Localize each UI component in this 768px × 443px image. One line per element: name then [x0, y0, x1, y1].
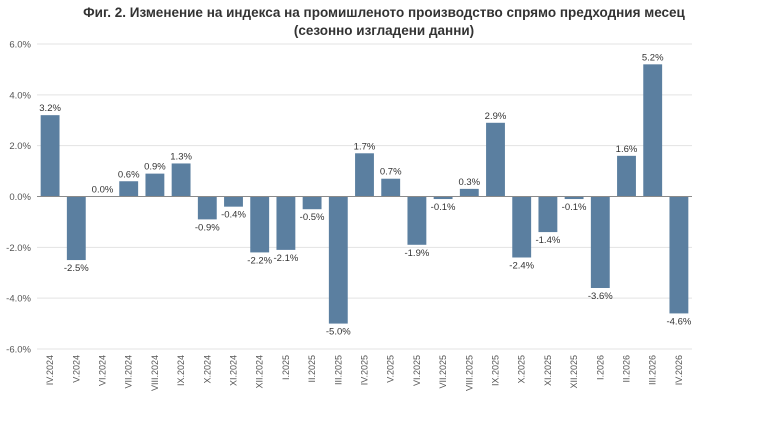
x-tick-label: XII.2024 [255, 355, 265, 389]
x-tick-label: X.2024 [202, 355, 212, 384]
bar [145, 173, 165, 197]
data-label: -0.1% [562, 202, 587, 213]
y-tick-label: 4.0% [9, 90, 31, 101]
x-tick-label: III.2025 [333, 355, 343, 385]
x-tick-label: XI.2025 [543, 355, 553, 386]
data-label: 1.7% [354, 141, 376, 152]
bar [512, 196, 532, 258]
x-tick-label: IV.2025 [360, 355, 370, 385]
data-label: -2.1% [273, 253, 298, 264]
y-axis: 6.0% 4.0% 2.0% 0.0% -2.0% -4.0% -6.0% [6, 40, 31, 356]
x-tick-label: V.2025 [386, 355, 396, 383]
bar [617, 155, 636, 197]
data-label: 5.2% [642, 52, 664, 63]
data-label: -5.0% [326, 327, 351, 338]
data-label: -1.4% [535, 235, 560, 246]
y-tick-label: -2.0% [6, 243, 31, 254]
x-tick-label: I.2026 [595, 355, 605, 380]
bar [564, 196, 584, 200]
y-tick-label: -4.0% [6, 294, 31, 305]
gridlines [37, 43, 692, 350]
data-label: 0.6% [118, 169, 140, 180]
data-labels: 3.2% -2.5% 0.0% 0.6% 0.9% 1.3% -0.9%-0.4% -2.2%… [39, 52, 692, 337]
bars [40, 64, 689, 324]
data-label: -2.2% [247, 255, 272, 266]
x-tick-label: XI.2024 [229, 355, 239, 386]
bar [433, 196, 453, 200]
bar [276, 196, 296, 250]
data-label: -0.9% [195, 222, 220, 233]
y-tick-label: -6.0% [6, 345, 31, 356]
data-label: 0.0% [92, 185, 114, 196]
bar [643, 64, 663, 197]
x-tick-label: I.2025 [281, 355, 291, 380]
x-tick-label: VIII.2024 [150, 355, 160, 391]
x-tick-label: VI.2024 [98, 355, 108, 386]
data-label: 1.6% [616, 144, 638, 155]
x-tick-label: VIII.2025 [464, 355, 474, 391]
chart-title: Фиг. 2. Изменение на индекса на промишле… [83, 5, 685, 20]
bar [486, 122, 505, 197]
x-tick-label: II.2025 [307, 355, 317, 383]
data-label: 1.3% [170, 151, 192, 162]
bar [224, 196, 243, 207]
x-tick-label: IX.2024 [176, 355, 186, 386]
x-tick-label: X.2025 [517, 355, 527, 384]
y-tick-label: 0.0% [9, 192, 31, 203]
data-label: 0.7% [380, 167, 402, 178]
bar [302, 196, 322, 210]
y-tick-label: 2.0% [9, 141, 31, 152]
bar [538, 196, 558, 233]
bar [171, 163, 191, 197]
data-label: 0.9% [144, 162, 166, 173]
chart-subtitle: (сезонно изгладени данни) [293, 23, 475, 38]
bar [669, 196, 689, 314]
data-label: 3.2% [39, 103, 61, 114]
x-tick-label: IV.2024 [45, 355, 55, 385]
data-label: -2.5% [64, 263, 89, 274]
data-label: 2.9% [485, 111, 507, 122]
x-tick-label: VII.2024 [124, 355, 134, 389]
data-label: -0.1% [431, 202, 456, 213]
bar [590, 196, 610, 288]
x-tick-label: II.2026 [622, 355, 632, 383]
y-tick-label: 6.0% [9, 40, 31, 51]
bar [381, 178, 401, 197]
bar [328, 196, 348, 324]
x-tick-label: XII.2025 [569, 355, 579, 389]
data-label: -4.6% [666, 316, 691, 327]
data-label: -1.9% [404, 248, 429, 259]
x-tick-label: V.2024 [71, 355, 81, 383]
data-label: -0.5% [300, 212, 325, 223]
data-label: -3.6% [588, 291, 613, 302]
x-tick-label: III.2026 [648, 355, 658, 385]
data-label: -0.4% [221, 210, 246, 221]
x-tick-label: IX.2025 [491, 355, 501, 386]
bar [355, 153, 374, 197]
bar [40, 115, 60, 197]
x-tick-label: VII.2025 [438, 355, 448, 389]
x-tick-label: IV.2026 [674, 355, 684, 385]
bar [119, 181, 139, 197]
bar [66, 196, 86, 261]
data-label: -2.4% [509, 261, 534, 272]
bar [407, 196, 427, 245]
bar [459, 188, 479, 197]
x-axis: IV.2024 V.2024 VI.2024 VII.2024 VIII.2024 IX.… [45, 355, 684, 391]
x-tick-label: VI.2025 [412, 355, 422, 386]
data-label: 0.3% [458, 177, 480, 188]
bar [197, 196, 217, 220]
bar [250, 196, 270, 253]
